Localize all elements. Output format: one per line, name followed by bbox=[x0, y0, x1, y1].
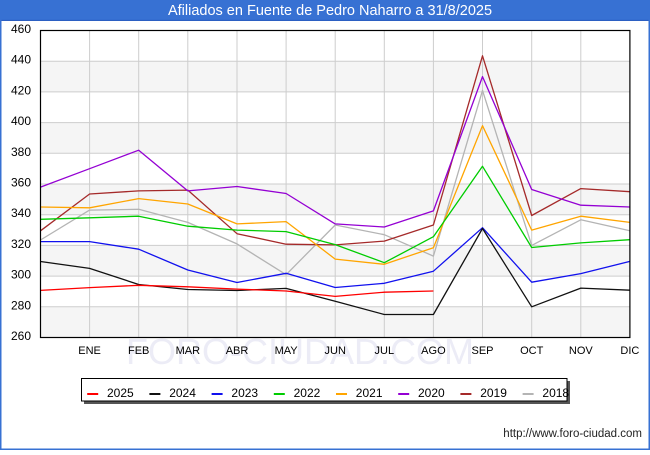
svg-text:460: 460 bbox=[11, 22, 31, 36]
svg-text:MAR: MAR bbox=[176, 345, 201, 357]
svg-text:2020: 2020 bbox=[418, 386, 445, 400]
svg-text:2024: 2024 bbox=[169, 386, 196, 400]
svg-text:440: 440 bbox=[11, 53, 31, 67]
svg-text:2021: 2021 bbox=[356, 386, 383, 400]
svg-text:280: 280 bbox=[11, 298, 31, 312]
svg-text:ABR: ABR bbox=[226, 345, 249, 357]
svg-text:2023: 2023 bbox=[231, 386, 258, 400]
svg-text:2022: 2022 bbox=[294, 386, 321, 400]
svg-text:SEP: SEP bbox=[471, 345, 493, 357]
svg-text:MAY: MAY bbox=[275, 345, 299, 357]
svg-text:AGO: AGO bbox=[421, 345, 446, 357]
svg-text:420: 420 bbox=[11, 83, 31, 97]
svg-text:2018: 2018 bbox=[542, 386, 569, 400]
svg-text:Afiliados en Fuente de Pedro N: Afiliados en Fuente de Pedro Naharro a 3… bbox=[168, 3, 492, 19]
svg-text:JUL: JUL bbox=[375, 345, 395, 357]
svg-text:NOV: NOV bbox=[569, 345, 594, 357]
svg-text:JUN: JUN bbox=[325, 345, 346, 357]
svg-text:2025: 2025 bbox=[107, 386, 134, 400]
svg-text:2019: 2019 bbox=[480, 386, 507, 400]
svg-text:380: 380 bbox=[11, 145, 31, 159]
svg-text:ENE: ENE bbox=[78, 345, 101, 357]
svg-text:320: 320 bbox=[11, 237, 31, 251]
svg-text:400: 400 bbox=[11, 114, 31, 128]
svg-text:OCT: OCT bbox=[520, 345, 544, 357]
svg-text:260: 260 bbox=[11, 329, 31, 343]
svg-text:DIC: DIC bbox=[620, 345, 639, 357]
svg-text:FEB: FEB bbox=[128, 345, 149, 357]
svg-text:http://www.foro-ciudad.com: http://www.foro-ciudad.com bbox=[503, 428, 642, 440]
svg-text:360: 360 bbox=[11, 176, 31, 190]
svg-text:340: 340 bbox=[11, 206, 31, 220]
svg-text:300: 300 bbox=[11, 268, 31, 282]
